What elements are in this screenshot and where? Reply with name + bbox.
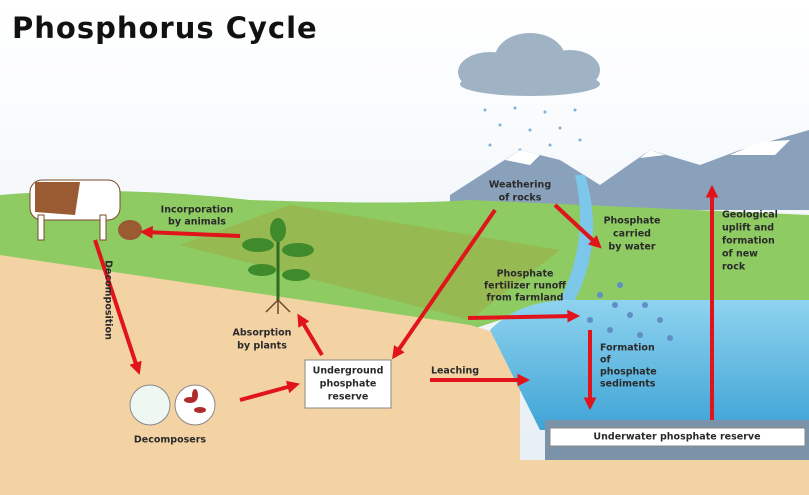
label: rock	[722, 262, 746, 273]
label: phosphate	[600, 367, 657, 378]
label: sediments	[600, 379, 656, 390]
decomposers-icon	[129, 384, 216, 426]
label: Absorption	[233, 328, 292, 339]
label: Phosphate	[497, 269, 554, 280]
mountains	[450, 130, 809, 210]
label: of rocks	[499, 193, 542, 204]
label: formation	[722, 236, 775, 247]
snow	[505, 140, 790, 165]
label: Formation	[600, 343, 655, 354]
label: by animals	[168, 217, 226, 228]
river	[560, 175, 593, 300]
label: reserve	[328, 392, 369, 403]
label: Incorporation	[161, 205, 234, 216]
underground-box	[304, 359, 392, 409]
label: Decomposition	[103, 260, 114, 340]
label: of	[600, 355, 612, 366]
ground	[0, 255, 520, 495]
label: phosphate	[320, 379, 377, 390]
sediment-dots	[587, 282, 673, 341]
label: Underground	[313, 366, 384, 377]
label: Leaching	[431, 366, 479, 377]
cow	[29, 179, 142, 241]
label: by plants	[237, 341, 287, 352]
arrows	[93, 184, 719, 420]
label: carried	[613, 229, 651, 240]
label: Geological	[722, 210, 778, 221]
label: uplift and	[722, 223, 774, 234]
label: Underwater phosphate reserve	[593, 432, 760, 443]
label: of new	[722, 249, 758, 260]
label: Weathering	[489, 180, 551, 191]
water	[490, 300, 809, 430]
label: by water	[608, 242, 655, 253]
label: from farmland	[487, 293, 564, 304]
label: Phosphate	[604, 216, 661, 227]
title: Phosphorus Cycle	[12, 11, 318, 45]
cloud	[458, 33, 600, 96]
underwater-box	[549, 427, 806, 447]
label: Decomposers	[134, 435, 206, 446]
ground-bottom	[520, 460, 809, 495]
plant	[242, 218, 314, 314]
label: fertilizer runoff	[484, 281, 566, 292]
